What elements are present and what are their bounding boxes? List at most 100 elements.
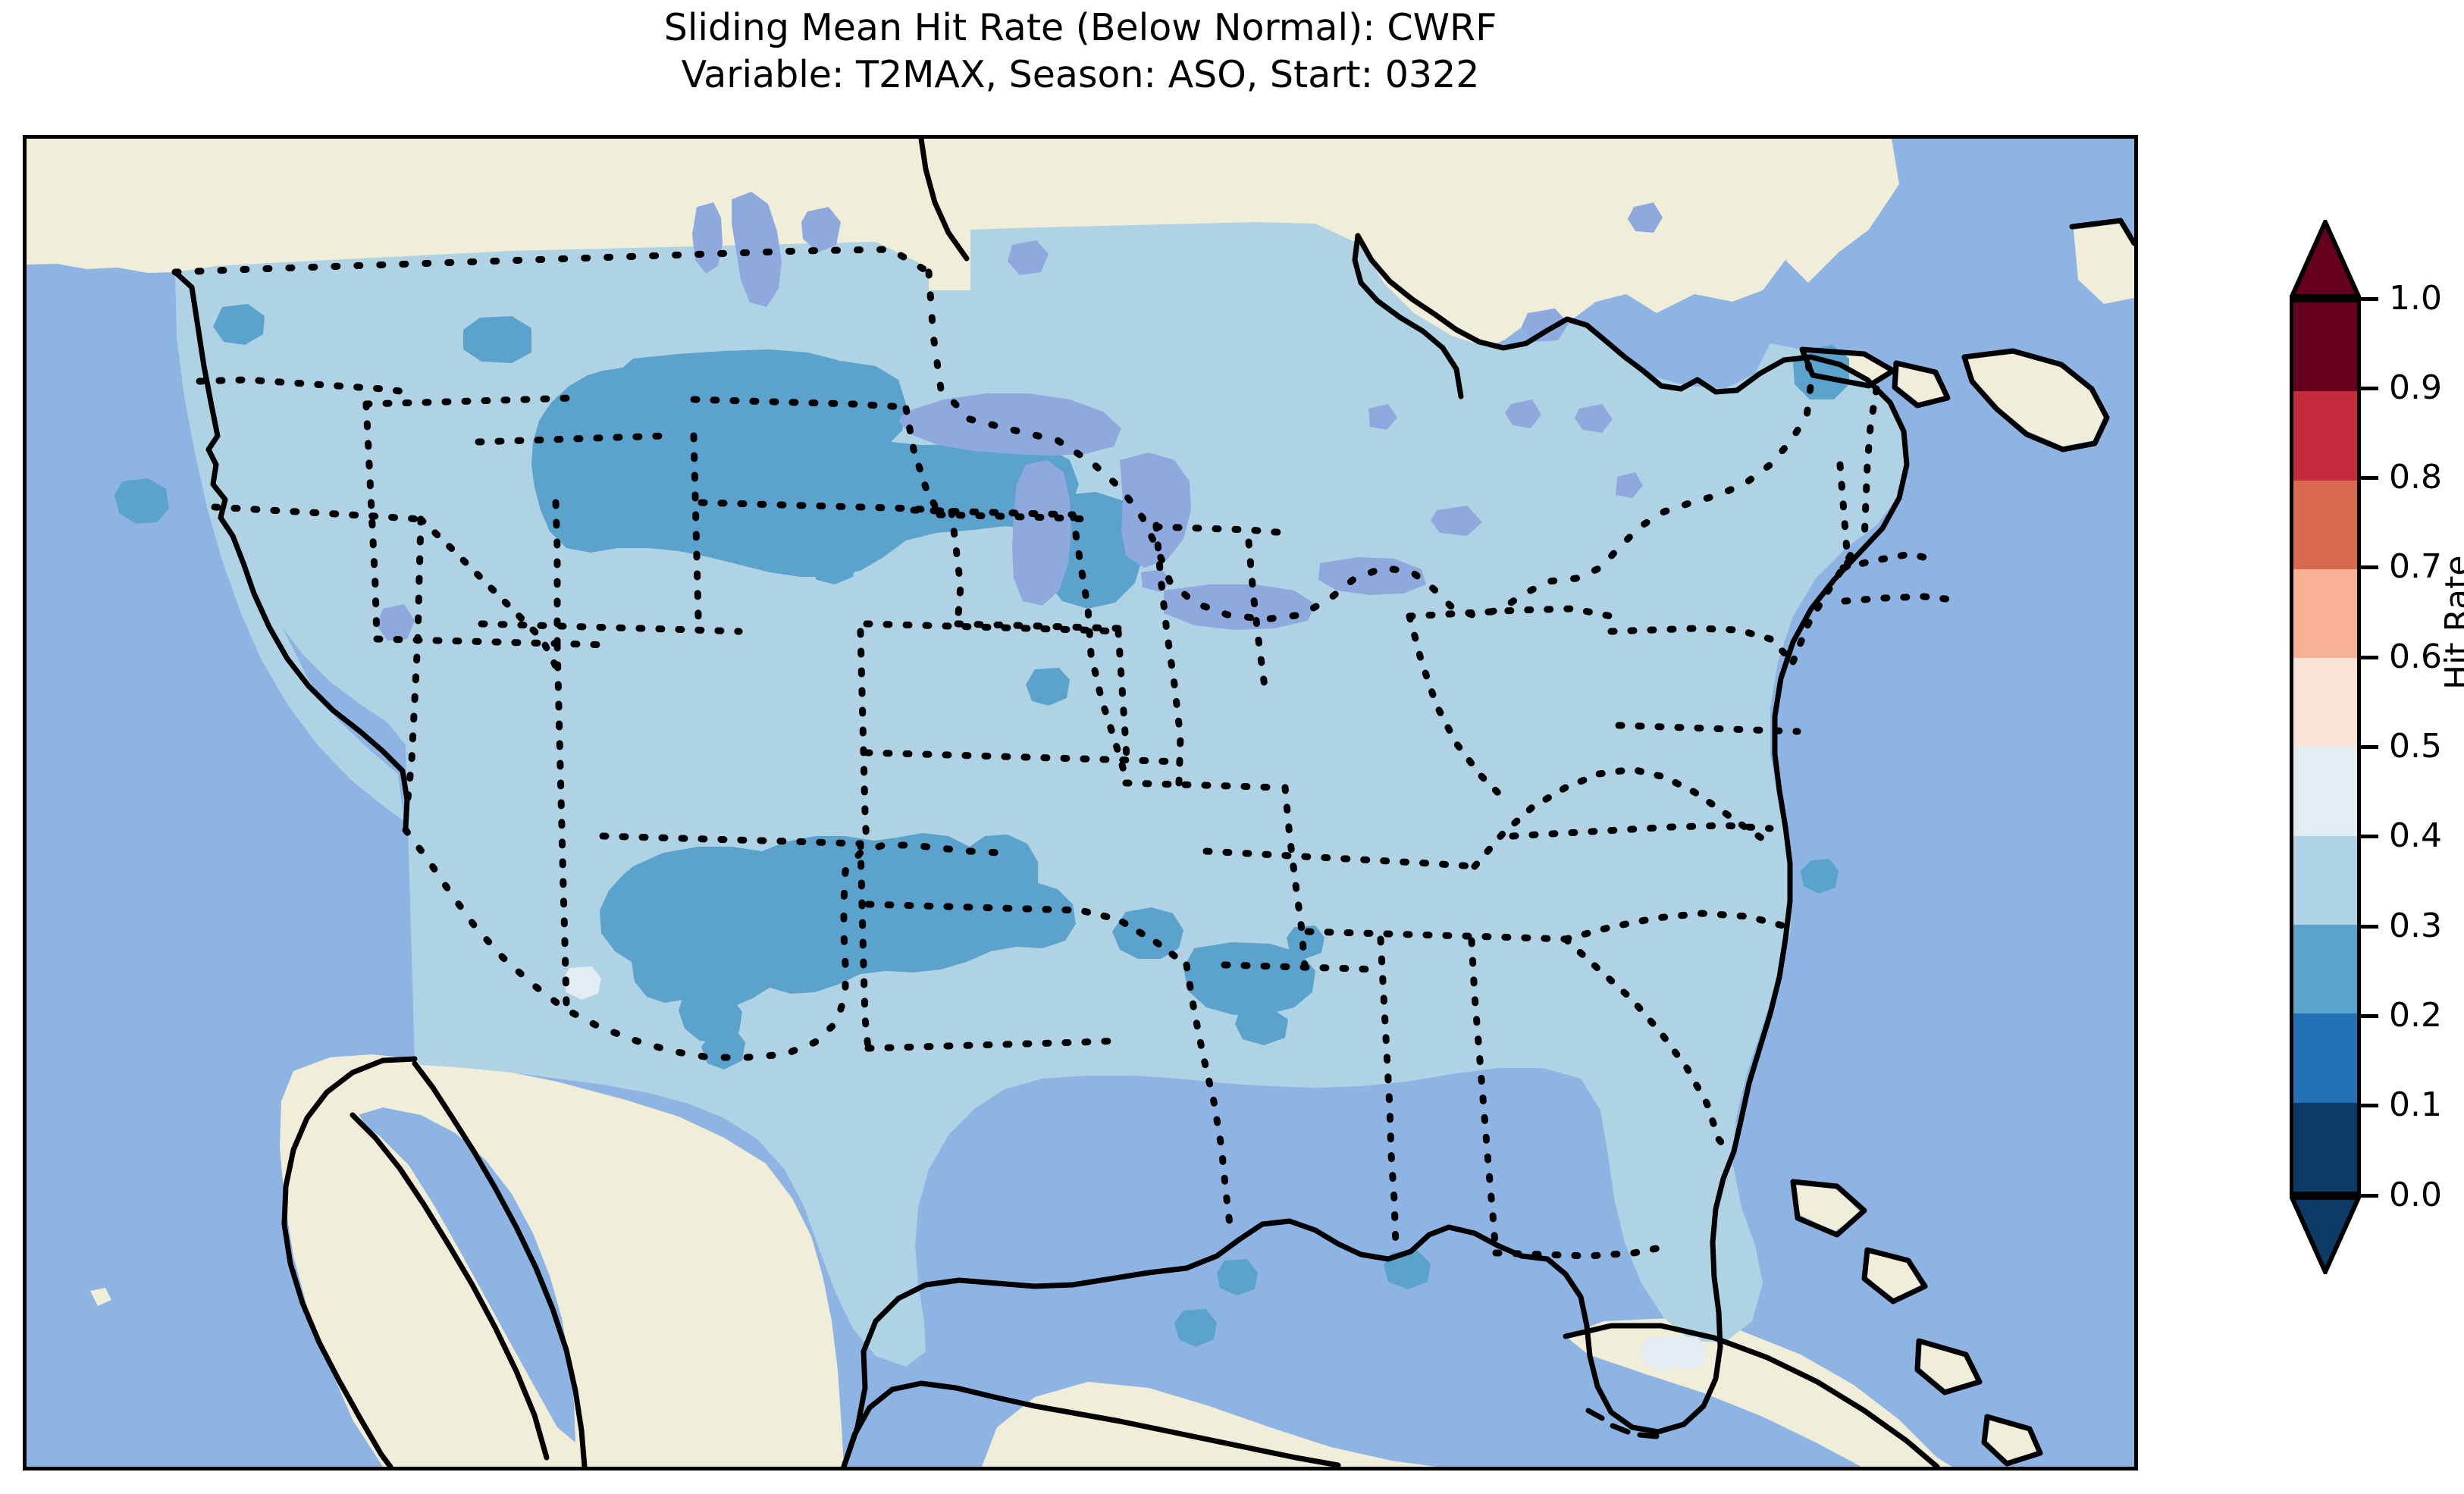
baja-island-a — [333, 1211, 360, 1236]
colorbar-axis-label: Hit Rate — [2438, 555, 2464, 690]
border-state-sd-ne — [698, 499, 955, 515]
coastline-newfoundland — [2069, 218, 2134, 246]
colorbar-segment-0.9-1.0 — [2293, 302, 2357, 392]
colorbar-segment-0.8-0.9 — [2293, 391, 2357, 481]
coastline-pacific — [172, 269, 410, 832]
border-state-ga-sc — [1562, 935, 1735, 1158]
coastline-great-lakes-stlawrence — [1352, 233, 1464, 399]
canada-lake-6 — [1368, 404, 1397, 430]
border-state-tn-ms-al-ga — [1304, 928, 1569, 943]
border-state-ut-wy — [552, 499, 561, 647]
border-state-wy-east — [690, 432, 704, 635]
patch-iowa-cell-bin-0.2-0.3 — [1026, 668, 1070, 706]
patch-puget-sound-bin-0.2-0.3 — [213, 304, 265, 345]
coastline-mexico-pacific — [281, 1056, 418, 1467]
patch-delmarva-cell-bin-0.2-0.3 — [1801, 859, 1839, 894]
patch-gulfcoast-cell-2-bin-0.2-0.3 — [1217, 1259, 1258, 1295]
coastline-mexico-gulf — [841, 1380, 1341, 1467]
canada-lake-3 — [1628, 202, 1663, 233]
border-state-mn-ia — [910, 506, 1077, 518]
border-state-il-in — [1152, 521, 1184, 787]
border-state-id-ut-az — [362, 400, 381, 643]
border-state-oh-pa-ny — [1406, 605, 1615, 620]
colorbar-tick-label: 0.9 — [2389, 368, 2442, 407]
coastline-bahamas-a — [1790, 1179, 1867, 1238]
canada-lake-2 — [1522, 309, 1569, 342]
canada-lake-1 — [1008, 240, 1049, 275]
border-layer — [171, 246, 1956, 1260]
colorbar-segment-0.7-0.8 — [2293, 480, 2357, 569]
border-state-ma-ct — [1841, 593, 1956, 605]
lake-winnipeg — [732, 192, 782, 307]
colorbar-segment-0.5-0.6 — [2293, 658, 2357, 747]
coastline-gulf — [841, 1218, 1550, 1467]
border-state-id-mt-wy — [362, 394, 576, 408]
pacific-islet — [90, 1288, 111, 1306]
coastline-northeast — [1355, 233, 1787, 395]
map-canvas — [27, 139, 2134, 1467]
gulf-of-california — [353, 1107, 575, 1442]
patch-montana-cell-bin-0.2-0.3 — [463, 316, 531, 363]
colorbar-tick-label: 0.0 — [2389, 1175, 2442, 1214]
border-us-canada-lakes — [925, 268, 1815, 623]
coastline-bahamas-f — [1892, 360, 1951, 409]
patch-oklahoma-bin-0.2-0.3 — [1183, 942, 1315, 1015]
border-state-sc-nc — [1562, 910, 1786, 943]
border-state-co-nm — [599, 832, 864, 847]
border-state-mo-ar — [1122, 779, 1281, 791]
great-salt-lake — [377, 604, 415, 641]
border-state-wa-or — [196, 376, 409, 396]
border-state-nm-tx — [857, 840, 872, 1052]
page-subtitle: Variable: T2MAX, Season: ASO, Start: 032… — [681, 53, 1480, 96]
border-state-ok-tx — [864, 900, 1190, 969]
border-state-ks-mo — [1114, 628, 1131, 772]
colorbar-tick-mark — [2361, 386, 2378, 390]
colorbar-tick-label: 0.5 — [2389, 727, 2442, 766]
border-state-al-ga — [1468, 937, 1500, 1257]
coastline-gulf-california-east — [412, 1060, 588, 1467]
colorbar-gradient-body — [2290, 299, 2361, 1195]
bahamas-island-4 — [1867, 1253, 1922, 1298]
border-state-nd-sd — [690, 396, 910, 411]
patch-oklahoma-tail-bin-0.2-0.3 — [1235, 1007, 1288, 1045]
newfoundland-tip — [2074, 224, 2134, 304]
border-state-ms-al — [1377, 935, 1400, 1249]
colorbar-tick-label: 0.3 — [2389, 906, 2442, 945]
great-lakes-layer — [377, 192, 1663, 641]
border-us-mexico — [402, 826, 1002, 1061]
colorbar-tick-mark — [2361, 565, 2378, 570]
colorbar-segment-0.0-0.1 — [2293, 1102, 2357, 1192]
lake-of-woods — [801, 207, 841, 252]
patch-kansas-bin-0.2-0.3 — [1112, 907, 1183, 959]
lake-erie — [1164, 584, 1315, 630]
colorbar-tick-mark — [2361, 655, 2378, 659]
patch-louisiana-cell-bin-0.2-0.3 — [1384, 1250, 1431, 1289]
lake-michigan — [1012, 460, 1071, 606]
colorbar-under-arrow — [2290, 1195, 2361, 1274]
bahamas-island-3 — [1793, 1185, 1861, 1232]
border-state-mn-wi — [902, 405, 943, 518]
colorbar: 1.0 0.9 0.8 0.7 0.6 0.5 0.4 0.3 0.2 0.1 0.0 Hit Ra… — [2290, 220, 2464, 1296]
border-state-ia-mo — [954, 620, 1122, 632]
colorbar-tick-group: 1.0 0.9 0.8 0.7 0.6 0.5 0.4 0.3 0.2 0.1 0.0 — [2361, 279, 2464, 1214]
patch-florida-straits-light-2-bin-0.4-0.5 — [1666, 1336, 1707, 1371]
border-state-nc-va — [1509, 822, 1774, 840]
patch-wisconsin-cell-bin-0.2-0.3 — [862, 463, 914, 506]
canada-lake-8 — [1616, 472, 1643, 498]
nova-scotia — [1967, 354, 2104, 446]
lake-ontario — [1318, 557, 1426, 595]
colorbar-tick-label: 0.6 — [2389, 637, 2442, 676]
border-state-tx-la — [1183, 961, 1234, 1234]
border-state-or-ca — [211, 503, 425, 523]
colorbar-over-triangle — [2290, 220, 2361, 299]
canada-lake-7 — [1431, 506, 1482, 536]
colorbar-segment-0.4-0.5 — [2293, 747, 2357, 836]
border-state-in-oh — [1245, 538, 1269, 696]
patch-colorado-bin-0.2-0.3 — [600, 833, 1076, 1006]
colorbar-tick-mark — [2361, 745, 2378, 749]
map-panel — [23, 135, 2138, 1471]
colorbar-tick-mark — [2361, 1013, 2378, 1018]
baja-island-b — [368, 1265, 395, 1291]
colorbar-tick-label: 0.4 — [2389, 816, 2442, 856]
colorbar-tick-mark — [2361, 296, 2378, 301]
